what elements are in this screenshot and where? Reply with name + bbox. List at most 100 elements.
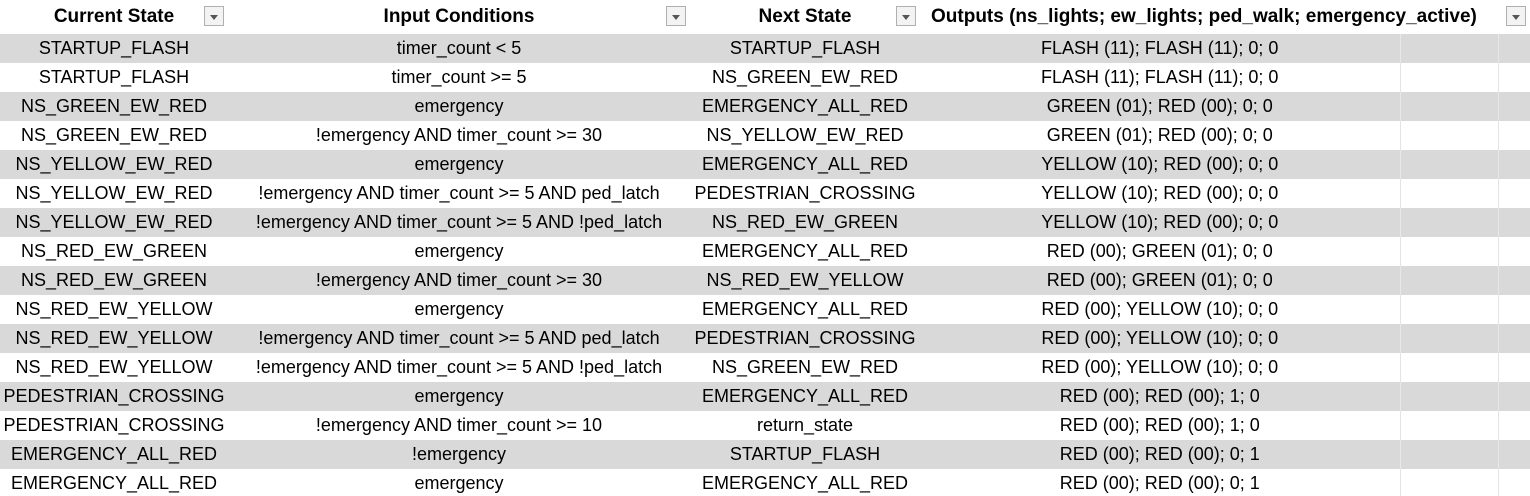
empty-cell[interactable] xyxy=(1399,411,1498,440)
cell-current-state[interactable]: PEDESTRIAN_CROSSING xyxy=(0,382,228,411)
cell-input-conditions[interactable]: emergency xyxy=(228,92,690,121)
empty-cell[interactable] xyxy=(1497,411,1530,440)
empty-cell[interactable] xyxy=(1497,33,1530,63)
cell-outputs[interactable]: RED (00); GREEN (01); 0; 0 xyxy=(920,266,1400,295)
empty-cell[interactable] xyxy=(1497,266,1530,295)
cell-next-state[interactable]: NS_RED_EW_GREEN xyxy=(690,208,920,237)
empty-cell[interactable] xyxy=(1399,469,1498,496)
cell-next-state[interactable]: PEDESTRIAN_CROSSING xyxy=(694,183,916,203)
cell-input-conditions[interactable]: emergency xyxy=(414,299,504,319)
cell-outputs[interactable]: RED (00); RED (00); 0; 1 xyxy=(920,440,1400,469)
dropdown-filter-icon[interactable] xyxy=(204,6,224,26)
empty-cell[interactable] xyxy=(1497,295,1530,324)
empty-cell[interactable] xyxy=(1497,440,1530,469)
cell-current-state[interactable]: NS_GREEN_EW_RED xyxy=(20,125,208,145)
cell-input-conditions[interactable]: emergency xyxy=(414,473,504,493)
empty-cell[interactable] xyxy=(1497,237,1530,266)
cell-outputs[interactable]: RED (00); YELLOW (10); 0; 0 xyxy=(1041,357,1279,377)
cell-next-state[interactable]: NS_RED_EW_YELLOW xyxy=(690,266,920,295)
cell-outputs[interactable]: RED (00); RED (00); 0; 1 xyxy=(1059,473,1260,493)
empty-cell[interactable] xyxy=(1497,92,1530,121)
cell-input-conditions[interactable]: !emergency AND timer_count >= 5 AND ped_… xyxy=(258,183,660,203)
cell-current-state[interactable]: NS_RED_EW_YELLOW xyxy=(15,357,213,377)
cell-current-state[interactable]: STARTUP_FLASH xyxy=(38,67,190,87)
cell-next-state[interactable]: EMERGENCY_ALL_RED xyxy=(701,473,909,493)
cell-next-state[interactable]: NS_YELLOW_EW_RED xyxy=(706,125,904,145)
empty-cell[interactable] xyxy=(1497,469,1530,496)
empty-cell[interactable] xyxy=(1399,121,1498,150)
cell-input-conditions[interactable]: !emergency AND timer_count >= 10 xyxy=(315,415,603,435)
header-outputs[interactable]: Outputs (ns_lights; ew_lights; ped_walk;… xyxy=(920,0,1530,34)
empty-cell[interactable] xyxy=(1497,208,1530,237)
cell-next-state[interactable]: EMERGENCY_ALL_RED xyxy=(690,92,920,121)
empty-cell[interactable] xyxy=(1399,237,1498,266)
empty-cell[interactable] xyxy=(1399,295,1498,324)
empty-cell[interactable] xyxy=(1399,440,1498,469)
cell-current-state[interactable]: NS_YELLOW_EW_RED xyxy=(0,150,228,179)
cell-next-state[interactable]: EMERGENCY_ALL_RED xyxy=(690,150,920,179)
cell-input-conditions[interactable]: timer_count >= 5 xyxy=(391,67,527,87)
cell-outputs[interactable]: YELLOW (10); RED (00); 0; 0 xyxy=(920,150,1400,179)
cell-next-state[interactable]: STARTUP_FLASH xyxy=(690,440,920,469)
cell-current-state[interactable]: EMERGENCY_ALL_RED xyxy=(10,473,218,493)
cell-input-conditions[interactable]: timer_count < 5 xyxy=(228,33,690,63)
cell-outputs[interactable]: RED (00); GREEN (01); 0; 0 xyxy=(1046,241,1273,261)
cell-outputs[interactable]: GREEN (01); RED (00); 0; 0 xyxy=(920,92,1400,121)
cell-outputs[interactable]: YELLOW (10); RED (00); 0; 0 xyxy=(1041,183,1279,203)
empty-cell[interactable] xyxy=(1399,324,1498,353)
cell-input-conditions[interactable]: emergency xyxy=(228,150,690,179)
cell-outputs[interactable]: GREEN (01); RED (00); 0; 0 xyxy=(1046,125,1273,145)
cell-next-state[interactable]: EMERGENCY_ALL_RED xyxy=(701,241,909,261)
cell-input-conditions[interactable]: !emergency AND timer_count >= 30 xyxy=(228,266,690,295)
empty-cell[interactable] xyxy=(1399,266,1498,295)
cell-input-conditions[interactable]: !emergency AND timer_count >= 30 xyxy=(315,125,603,145)
cell-input-conditions[interactable]: !emergency AND timer_count >= 5 AND ped_… xyxy=(228,324,690,353)
cell-current-state[interactable]: NS_RED_EW_GREEN xyxy=(20,241,208,261)
cell-outputs[interactable]: RED (00); RED (00); 1; 0 xyxy=(920,382,1400,411)
cell-next-state[interactable]: EMERGENCY_ALL_RED xyxy=(690,382,920,411)
dropdown-filter-icon[interactable] xyxy=(1506,6,1526,26)
cell-next-state[interactable]: EMERGENCY_ALL_RED xyxy=(701,299,909,319)
cell-current-state[interactable]: NS_YELLOW_EW_RED xyxy=(0,208,228,237)
header-current-state[interactable]: Current State xyxy=(0,0,228,34)
cell-current-state[interactable]: NS_RED_EW_YELLOW xyxy=(15,299,213,319)
empty-cell[interactable] xyxy=(1497,324,1530,353)
cell-outputs[interactable]: RED (00); YELLOW (10); 0; 0 xyxy=(920,324,1400,353)
cell-current-state[interactable]: PEDESTRIAN_CROSSING xyxy=(3,415,225,435)
header-next-state[interactable]: Next State xyxy=(690,0,920,34)
cell-current-state[interactable]: STARTUP_FLASH xyxy=(0,33,228,63)
empty-cell[interactable] xyxy=(1497,179,1530,208)
empty-cell[interactable] xyxy=(1497,150,1530,179)
cell-current-state[interactable]: NS_RED_EW_YELLOW xyxy=(0,324,228,353)
cell-outputs[interactable]: FLASH (11); FLASH (11); 0; 0 xyxy=(1041,67,1279,87)
empty-cell[interactable] xyxy=(1497,63,1530,92)
empty-cell[interactable] xyxy=(1399,150,1498,179)
empty-cell[interactable] xyxy=(1497,121,1530,150)
cell-next-state[interactable]: PEDESTRIAN_CROSSING xyxy=(690,324,920,353)
cell-next-state[interactable]: NS_GREEN_EW_RED xyxy=(711,67,899,87)
empty-cell[interactable] xyxy=(1399,63,1498,92)
cell-input-conditions[interactable]: !emergency xyxy=(228,440,690,469)
cell-next-state[interactable]: return_state xyxy=(756,415,854,435)
empty-cell[interactable] xyxy=(1399,179,1498,208)
cell-current-state[interactable]: NS_RED_EW_GREEN xyxy=(0,266,228,295)
empty-cell[interactable] xyxy=(1399,92,1498,121)
cell-input-conditions[interactable]: emergency xyxy=(228,382,690,411)
cell-next-state[interactable]: STARTUP_FLASH xyxy=(690,33,920,63)
dropdown-filter-icon[interactable] xyxy=(896,6,916,26)
empty-cell[interactable] xyxy=(1399,353,1498,382)
cell-outputs[interactable]: YELLOW (10); RED (00); 0; 0 xyxy=(920,208,1400,237)
cell-input-conditions[interactable]: !emergency AND timer_count >= 5 AND !ped… xyxy=(228,208,690,237)
cell-next-state[interactable]: NS_GREEN_EW_RED xyxy=(711,357,899,377)
cell-outputs[interactable]: RED (00); YELLOW (10); 0; 0 xyxy=(1041,299,1279,319)
cell-current-state[interactable]: EMERGENCY_ALL_RED xyxy=(0,440,228,469)
cell-input-conditions[interactable]: emergency xyxy=(414,241,504,261)
dropdown-filter-icon[interactable] xyxy=(666,6,686,26)
cell-outputs[interactable]: FLASH (11); FLASH (11); 0; 0 xyxy=(920,33,1400,63)
cell-input-conditions[interactable]: !emergency AND timer_count >= 5 AND !ped… xyxy=(255,357,663,377)
header-input-conditions[interactable]: Input Conditions xyxy=(228,0,690,34)
empty-cell[interactable] xyxy=(1497,382,1530,411)
empty-cell[interactable] xyxy=(1399,33,1498,63)
empty-cell[interactable] xyxy=(1399,382,1498,411)
empty-cell[interactable] xyxy=(1399,208,1498,237)
